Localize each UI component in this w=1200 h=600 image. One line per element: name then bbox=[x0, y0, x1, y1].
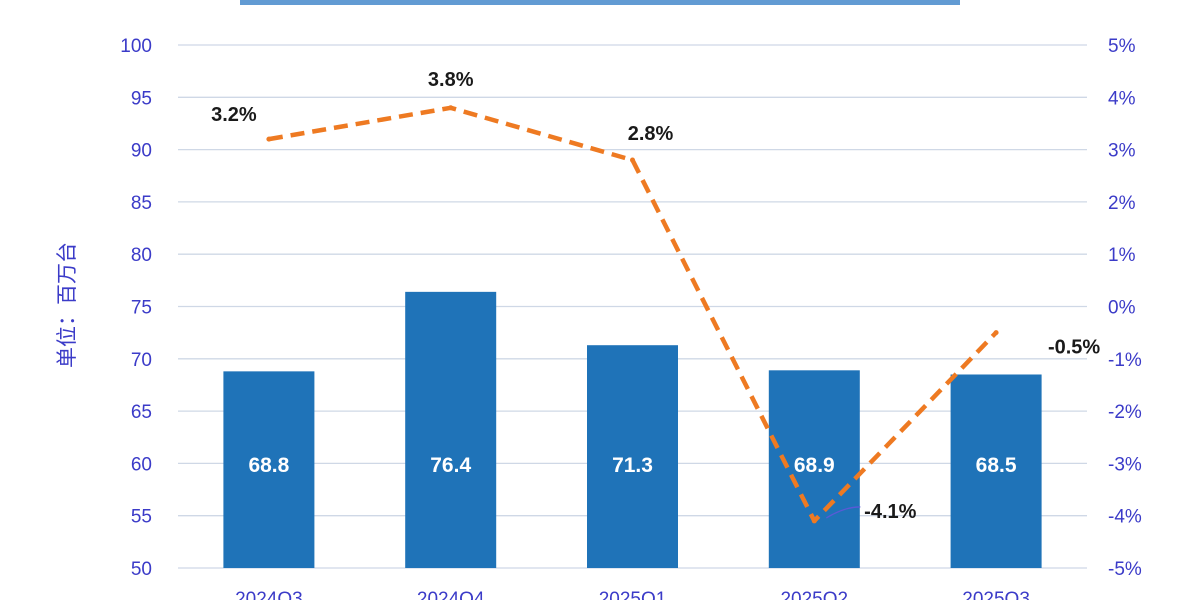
line-value-label: -4.1% bbox=[864, 501, 916, 523]
line-value-label: 3.2% bbox=[211, 104, 257, 126]
y-right-tick-label: -5% bbox=[1108, 559, 1142, 580]
growth-line bbox=[268, 105, 998, 524]
bar-series bbox=[223, 291, 1042, 568]
bar bbox=[587, 345, 678, 568]
line-point bbox=[993, 330, 999, 336]
line-series bbox=[266, 105, 999, 524]
x-tick-label: 2024Q3 bbox=[235, 589, 303, 600]
line-point bbox=[811, 518, 817, 524]
x-tick-label: 2025Q3 bbox=[962, 589, 1030, 600]
clipped-title-strip bbox=[240, 0, 960, 5]
y-left-tick-label: 65 bbox=[131, 402, 152, 423]
x-tick-label: 2025Q2 bbox=[780, 589, 848, 600]
bar-value-label: 71.3 bbox=[612, 454, 653, 477]
bar bbox=[223, 371, 315, 568]
bar-value-label: 68.5 bbox=[976, 454, 1017, 477]
bar-value-label: 76.4 bbox=[430, 454, 471, 477]
y-left-tick-label: 80 bbox=[131, 245, 152, 266]
line-value-label: -0.5% bbox=[1048, 337, 1100, 359]
y-left-tick-label: 50 bbox=[131, 559, 152, 580]
y-axis-label: 单位：百万台 bbox=[56, 242, 79, 368]
bar bbox=[768, 370, 860, 568]
y-right-tick-label: 4% bbox=[1108, 88, 1136, 109]
y-left-tick-label: 90 bbox=[131, 141, 152, 162]
y-left-tick-label: 85 bbox=[131, 193, 152, 214]
y-right-tick-label: 3% bbox=[1108, 141, 1136, 162]
y-right-tick-label: 2% bbox=[1108, 193, 1136, 214]
line-point bbox=[448, 105, 454, 111]
y-right-tick-label: -1% bbox=[1108, 350, 1142, 371]
line-point bbox=[630, 157, 635, 163]
bar-value-label: 68.9 bbox=[794, 454, 835, 477]
y-right-tick-label: -2% bbox=[1108, 402, 1142, 423]
y-left-tick-label: 70 bbox=[131, 350, 152, 371]
y-right-tick-label: 5% bbox=[1108, 36, 1136, 57]
line-point bbox=[266, 136, 272, 142]
y-left-tick-label: 95 bbox=[131, 88, 152, 109]
x-tick-label: 2024Q4 bbox=[417, 589, 485, 600]
x-tick-label: 2025Q1 bbox=[599, 589, 667, 600]
y-left-tick-label: 75 bbox=[131, 298, 152, 319]
line-value-label: 2.8% bbox=[628, 123, 674, 145]
y-right-tick-label: -3% bbox=[1108, 454, 1142, 475]
y-left-tick-label: 100 bbox=[120, 36, 152, 57]
y-right-tick-label: 0% bbox=[1108, 298, 1136, 319]
bar bbox=[950, 374, 1042, 568]
label-leader-line bbox=[825, 506, 861, 519]
y-right-tick-label: -4% bbox=[1108, 507, 1142, 528]
y-right-tick-label: 1% bbox=[1108, 245, 1136, 266]
axes: 100 5% 95 4% 90 3% 85 2% 80 1% 75 0% 70 -1% 65 -2% 60 -3%… bbox=[120, 0, 1142, 600]
line-value-label: 3.8% bbox=[428, 69, 474, 91]
bar bbox=[405, 291, 497, 568]
y-left-tick-label: 60 bbox=[131, 454, 152, 475]
bar-value-label: 68.8 bbox=[248, 454, 289, 477]
y-left-tick-label: 55 bbox=[131, 507, 152, 528]
data-labels: 68.8 76.4 71.3 68.9 68.5 3.2% 3.8% 2.8% -4.1% -0.… bbox=[211, 69, 1100, 523]
